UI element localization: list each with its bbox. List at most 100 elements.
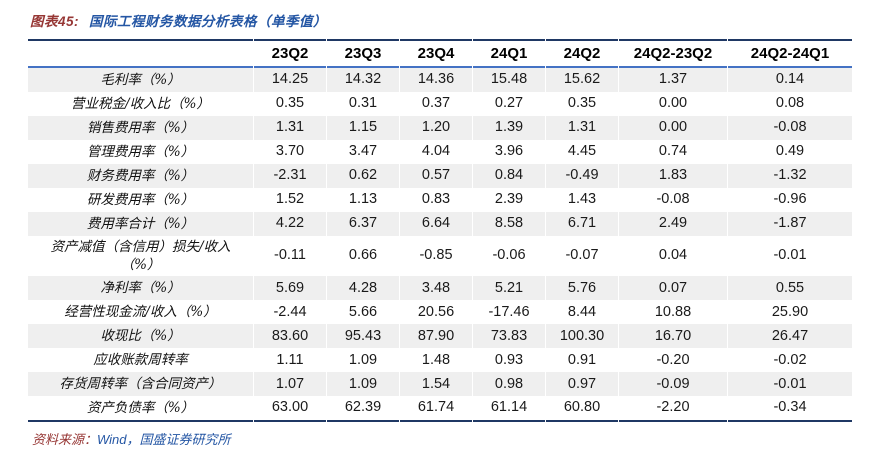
row-label: 净利率（%）: [28, 276, 253, 301]
cell-value: 1.13: [348, 191, 378, 208]
cell-value: 73.83: [473, 324, 545, 349]
row-label: 收现比（%）: [28, 324, 253, 349]
table-row: 应收账款周转率 1.11 1.09 1.48 0.93 0.91 -0.20 -0.02: [28, 348, 852, 372]
cell-value: 87.90: [400, 324, 472, 349]
table-body: 毛利率（%） 14.25 14.32 14.36 15.48 15.62 1.37 0.14 营…: [28, 68, 852, 422]
cell-value: -0.96: [773, 191, 807, 208]
cell-value: 3.96: [494, 143, 524, 160]
cell-value: 0.04: [658, 247, 688, 264]
cell-value: 0.83: [421, 191, 451, 208]
header-cell-24Q2-23Q2: 24Q2-23Q2: [619, 39, 727, 68]
cell-value: 5.76: [546, 276, 618, 301]
cell-value: 20.56: [417, 303, 455, 320]
cell-value: 0.35: [275, 95, 305, 112]
cell-value: -0.85: [419, 247, 453, 264]
cell-value: 3.48: [400, 276, 472, 301]
cell-value: 25.90: [771, 303, 809, 320]
cell-value: -0.02: [773, 351, 807, 368]
cell-value: 1.09: [327, 372, 399, 397]
table-row: 收现比（%） 83.60 95.43 87.90 73.83 100.30 16.70 26.…: [28, 324, 852, 349]
cell-value: -0.01: [773, 247, 807, 264]
table-row: 资产减值（含信用）损失/收入（%） -0.11 0.66 -0.85 -0.06 -0.0…: [28, 236, 852, 276]
cell-value: 1.39: [473, 116, 545, 140]
cell-value: 1.83: [619, 164, 727, 188]
cell-value: 15.62: [546, 68, 618, 92]
cell-value: 1.11: [276, 351, 304, 368]
cell-value: 60.80: [546, 396, 618, 422]
table-row: 资产负债率（%） 63.00 62.39 61.74 61.14 60.80 -2.20 -0…: [28, 396, 852, 422]
cell-value: 1.09: [348, 351, 378, 368]
cell-value: 1.31: [546, 116, 618, 140]
cell-value: 0.57: [400, 164, 472, 188]
cell-value: 1.48: [421, 351, 451, 368]
cell-value: 14.36: [400, 68, 472, 92]
cell-value: 0.49: [775, 143, 805, 160]
cell-value: 1.31: [254, 116, 326, 140]
cell-value: 2.49: [619, 212, 727, 236]
cell-value: -0.20: [656, 351, 690, 368]
row-label: 费用率合计（%）: [28, 212, 253, 236]
cell-value: 5.69: [254, 276, 326, 301]
cell-value: 2.39: [494, 191, 524, 208]
cell-value: 62.39: [327, 396, 399, 422]
cell-value: 0.27: [494, 95, 524, 112]
header-cell-23Q4: 23Q4: [400, 39, 472, 68]
table-header-row: 23Q2 23Q3 23Q4 24Q1 24Q2 24Q2-23Q2 24Q2-24Q1: [28, 39, 852, 68]
row-label: 毛利率（%）: [28, 68, 253, 92]
cell-value: 14.32: [327, 68, 399, 92]
cell-value: 0.74: [658, 143, 688, 160]
cell-value: 26.47: [728, 324, 852, 349]
cell-value: 0.31: [348, 95, 378, 112]
row-label: 存货周转率（含合同资产）: [28, 372, 253, 397]
row-label: 资产负债率（%）: [28, 396, 253, 422]
table-row: 毛利率（%） 14.25 14.32 14.36 15.48 15.62 1.37 0.14: [28, 68, 852, 92]
cell-value: 100.30: [546, 324, 618, 349]
cell-value: -0.07: [565, 247, 599, 264]
cell-value: -2.44: [273, 303, 307, 320]
figure-number: 图表45:: [30, 14, 80, 29]
cell-value: -17.46: [488, 303, 530, 320]
cell-value: 4.28: [327, 276, 399, 301]
cell-value: 1.54: [400, 372, 472, 397]
cell-value: -0.08: [656, 191, 690, 208]
cell-value: 16.70: [619, 324, 727, 349]
cell-value: 0.62: [327, 164, 399, 188]
cell-value: 10.88: [654, 303, 692, 320]
cell-value: 0.91: [567, 351, 597, 368]
source-note: 资料来源：Wind，国盛证券研究所: [32, 429, 853, 448]
financial-data-table: 23Q2 23Q3 23Q4 24Q1 24Q2 24Q2-23Q2 24Q2-24Q1 毛…: [27, 39, 853, 422]
table-row: 财务费用率（%） -2.31 0.62 0.57 0.84 -0.49 1.83 -1.32: [28, 164, 852, 188]
cell-value: 14.25: [254, 68, 326, 92]
cell-value: -0.09: [619, 372, 727, 397]
cell-value: -0.49: [546, 164, 618, 188]
row-label: 应收账款周转率: [93, 352, 188, 369]
cell-value: 5.21: [473, 276, 545, 301]
cell-value: -2.20: [619, 396, 727, 422]
table-row: 营业税金/收入比（%） 0.35 0.31 0.37 0.27 0.35 0.00 0.08: [28, 92, 852, 116]
report-figure: 图表45: 国际工程财务数据分析表格（单季值） 23Q2 23Q3 23Q4 24Q1 2…: [27, 10, 853, 448]
cell-value: 0.55: [728, 276, 852, 301]
header-cell-24Q2: 24Q2: [546, 39, 618, 68]
cell-value: 0.37: [421, 95, 451, 112]
cell-value: 0.93: [494, 351, 524, 368]
figure-caption: 图表45: 国际工程财务数据分析表格（单季值）: [30, 10, 853, 30]
header-cell-23Q3: 23Q3: [327, 39, 399, 68]
cell-value: 4.45: [567, 143, 597, 160]
cell-value: -0.11: [274, 247, 306, 264]
cell-value: 1.52: [275, 191, 305, 208]
cell-value: 0.00: [619, 116, 727, 140]
cell-value: 15.48: [473, 68, 545, 92]
cell-value: -2.31: [254, 164, 326, 188]
source-text: Wind，国盛证券研究所: [97, 432, 231, 447]
row-label: 营业税金/收入比（%）: [71, 95, 210, 112]
cell-value: 0.14: [728, 68, 852, 92]
row-label: 经营性现金流/收入（%）: [64, 304, 217, 321]
cell-value: 0.07: [619, 276, 727, 301]
cell-value: 0.35: [567, 95, 597, 112]
cell-value: 61.74: [400, 396, 472, 422]
cell-value: 4.22: [254, 212, 326, 236]
cell-value: 1.37: [619, 68, 727, 92]
cell-value: 8.58: [473, 212, 545, 236]
cell-value: -0.01: [728, 372, 852, 397]
table-row: 管理费用率（%） 3.70 3.47 4.04 3.96 4.45 0.74 0.49: [28, 140, 852, 164]
